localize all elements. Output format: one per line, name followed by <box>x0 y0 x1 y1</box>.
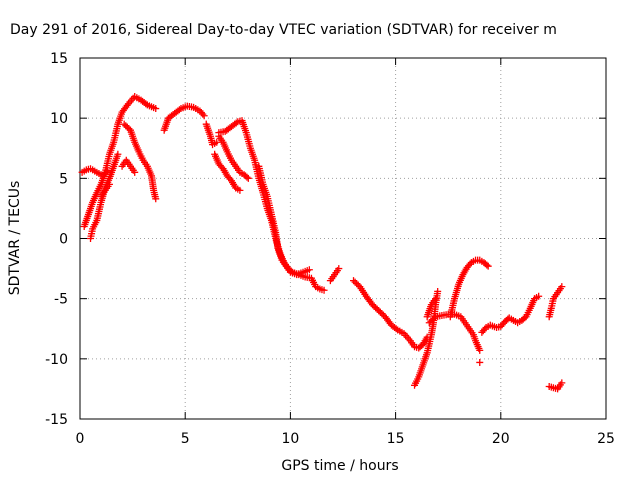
data-point <box>103 167 111 175</box>
plot-frame <box>79 57 607 420</box>
data-point <box>200 112 208 120</box>
data-point <box>114 150 122 158</box>
data-point <box>122 122 130 130</box>
data-point <box>434 287 442 295</box>
y-tick-labels: -15 -10 -5 0 5 10 15 <box>45 51 68 428</box>
data-point <box>125 125 133 133</box>
data-point <box>335 265 343 273</box>
data-point <box>232 119 240 127</box>
y-axis-label: SDTVAR / TECUs <box>7 181 23 296</box>
data-point <box>131 168 139 176</box>
data-point <box>372 304 380 312</box>
data-point <box>430 314 438 322</box>
data-point <box>373 305 381 313</box>
data-point <box>350 277 358 285</box>
grid <box>80 58 606 419</box>
data-point <box>432 295 440 303</box>
data-point <box>236 186 244 194</box>
y-tick-label: 15 <box>50 51 68 67</box>
data-point <box>425 319 433 327</box>
data-points <box>78 93 566 393</box>
data-point <box>370 302 378 310</box>
chart-title: Day 291 of 2016, Sidereal Day-to-day VTE… <box>10 22 557 38</box>
data-point <box>152 195 160 203</box>
data-point <box>123 123 131 131</box>
x-tick-label: 25 <box>597 431 615 447</box>
data-point <box>535 292 543 300</box>
data-point <box>476 346 484 354</box>
data-point <box>353 280 361 288</box>
data-point <box>120 120 128 128</box>
data-point <box>175 106 183 114</box>
data-point <box>244 174 252 182</box>
data-point <box>152 105 160 113</box>
data-point <box>320 286 328 294</box>
data-point <box>558 379 566 387</box>
y-tick-label: -15 <box>45 412 68 428</box>
data-point <box>199 110 207 118</box>
data-point <box>243 173 251 181</box>
data-point <box>351 278 359 286</box>
data-point <box>378 310 386 318</box>
data-point <box>558 283 566 291</box>
data-point <box>105 180 113 188</box>
x-tick-labels: 0 5 10 15 20 25 <box>76 431 615 447</box>
x-tick-label: 5 <box>181 431 190 447</box>
data-point <box>466 260 474 268</box>
x-tick-label: 10 <box>281 431 299 447</box>
axis-ticks <box>79 57 607 420</box>
data-point <box>392 325 400 333</box>
data-point <box>481 325 489 333</box>
y-tick-label: -5 <box>54 292 68 308</box>
data-point <box>428 316 436 324</box>
y-tick-label: 10 <box>50 111 68 127</box>
x-tick-label: 0 <box>76 431 85 447</box>
data-point <box>368 301 376 309</box>
data-point <box>427 317 435 325</box>
data-point <box>213 138 221 146</box>
x-tick-label: 20 <box>492 431 510 447</box>
x-axis-label: GPS time / hours <box>281 458 398 474</box>
data-point <box>376 308 384 316</box>
y-tick-label: -10 <box>45 352 68 368</box>
x-tick-label: 15 <box>387 431 405 447</box>
data-point <box>375 307 383 315</box>
data-point <box>305 266 313 274</box>
y-tick-label: 0 <box>59 232 68 248</box>
data-point <box>484 262 492 270</box>
y-tick-label: 5 <box>59 171 68 187</box>
data-point <box>142 100 150 108</box>
data-point <box>476 358 484 366</box>
data-point <box>483 261 491 269</box>
